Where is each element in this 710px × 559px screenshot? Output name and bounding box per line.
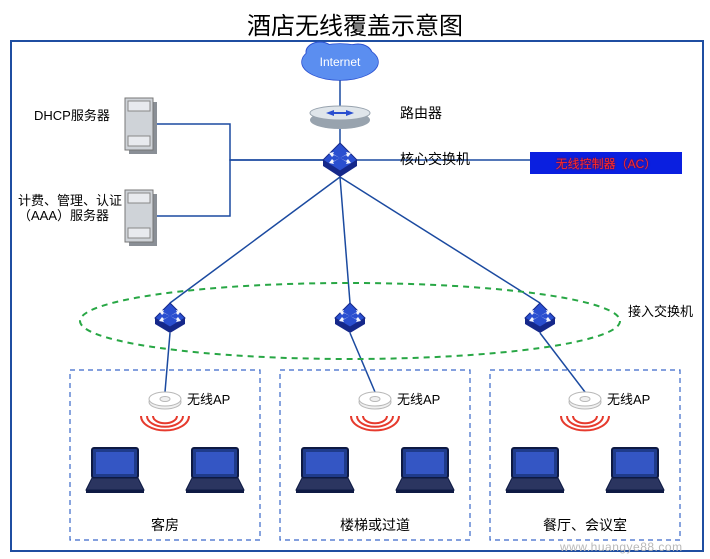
svg-text:无线AP: 无线AP	[187, 392, 230, 407]
svg-text:核心交换机: 核心交换机	[400, 151, 470, 167]
watermark-text: www.huangye88.com	[560, 540, 683, 554]
svg-text:Internet: Internet	[320, 55, 361, 69]
diagram-svg: Internet 路由器核心交换机 DHCP服务器计费、管理、认证（AAA）服务器接…	[0, 0, 710, 559]
svg-text:餐厅、会议室: 餐厅、会议室	[543, 517, 627, 533]
svg-text:楼梯或过道: 楼梯或过道	[340, 517, 410, 533]
svg-text:无线AP: 无线AP	[607, 392, 650, 407]
svg-text:无线AP: 无线AP	[397, 392, 440, 407]
svg-text:路由器: 路由器	[400, 105, 442, 121]
svg-text:接入交换机: 接入交换机	[628, 304, 693, 319]
svg-text:DHCP服务器: DHCP服务器	[34, 108, 110, 123]
svg-text:客房: 客房	[151, 517, 179, 533]
ac-controller-box: 无线控制器（AC）	[530, 152, 682, 174]
svg-text:（AAA）服务器: （AAA）服务器	[18, 208, 109, 223]
svg-text:计费、管理、认证: 计费、管理、认证	[18, 193, 122, 208]
